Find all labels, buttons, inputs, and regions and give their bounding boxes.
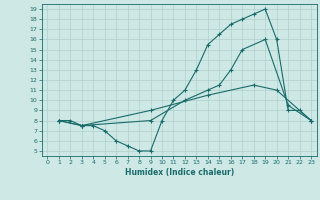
X-axis label: Humidex (Indice chaleur): Humidex (Indice chaleur) bbox=[124, 168, 234, 177]
